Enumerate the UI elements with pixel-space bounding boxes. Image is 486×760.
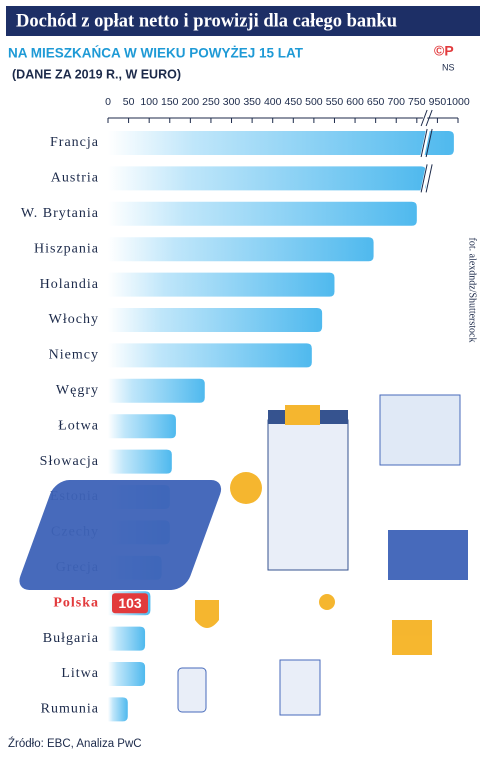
x-tick-label: 100 [140,96,158,108]
axis-break [420,109,428,127]
bar [108,166,427,191]
bar [108,697,128,722]
y-tick-label: Węgry [56,383,99,398]
x-tick-label: 450 [285,96,303,108]
bar [108,378,205,403]
x-tick-label: 150 [161,96,179,108]
y-tick-label: Litwa [61,666,99,681]
bar [108,308,323,332]
value-label-box [112,593,148,614]
chart-title: Dochód z opłat netto i prowizji dla całe… [16,11,397,31]
x-tick-label: 500 [305,96,323,108]
bar [108,272,335,297]
x-tick-label: 0 [105,96,111,108]
title-banner [6,6,480,36]
axis-break [420,128,431,158]
bar [108,131,454,155]
x-tick-label: 750 [408,96,426,108]
y-tick-label: Niemcy [49,348,99,363]
x-tick-label: 1000 [446,96,470,108]
bar [108,626,146,651]
y-tick-label: Rumunia [41,702,99,717]
y-tick-label: Francja [50,135,99,150]
y-tick-label: Hiszpania [34,241,99,256]
y-tick-label: Włochy [49,312,99,327]
illustration [19,394,468,716]
x-tick-label: 950 [429,96,447,108]
y-tick-label: Łotwa [58,418,99,433]
x-tick-label: 250 [202,96,220,108]
axis-break [420,128,428,158]
photo-credit: fot. alexdndz/Shutterstock [467,238,478,343]
y-tick-label: Słowacja [40,454,99,469]
y-tick-label: Polska [53,595,99,610]
axis-break [420,109,430,127]
y-tick-label: W. Brytania [21,206,99,221]
y-tick-label: Holandia [40,277,99,292]
x-tick-label: 700 [387,96,405,108]
x-tick-label: 200 [182,96,200,108]
axis-break [420,164,428,193]
bar [108,201,417,226]
logo: ©P [434,43,454,59]
bar [108,414,176,439]
bar [108,237,374,262]
source: Źródło: EBC, Analiza PwC [8,737,142,750]
x-tick-label: 400 [264,96,282,108]
value-label: 103 [118,595,142,611]
axis-break [420,163,431,193]
chart-note: (DANE ZA 2019 R., W EURO) [12,67,181,81]
x-tick-label: 350 [243,96,261,108]
x-tick-label: 50 [123,96,135,108]
axis-break [425,109,433,127]
logo-sub: NS [442,62,455,72]
bar [108,343,312,368]
x-tick-label: 650 [367,96,385,108]
y-tick-label: Austria [51,171,99,186]
chart-subtitle: NA MIESZKAŃCA W WIEKU POWYŻEJ 15 LAT [8,46,304,61]
axis-break [425,164,433,193]
bar [108,449,172,474]
bar [108,662,146,686]
y-tick-label: Bułgaria [43,631,99,646]
axis-break [425,128,433,158]
x-tick-label: 300 [223,96,241,108]
x-tick-label: 550 [326,96,344,108]
x-tick-label: 600 [346,96,364,108]
